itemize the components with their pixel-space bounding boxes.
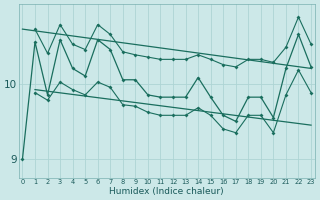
X-axis label: Humidex (Indice chaleur): Humidex (Indice chaleur) <box>109 187 224 196</box>
